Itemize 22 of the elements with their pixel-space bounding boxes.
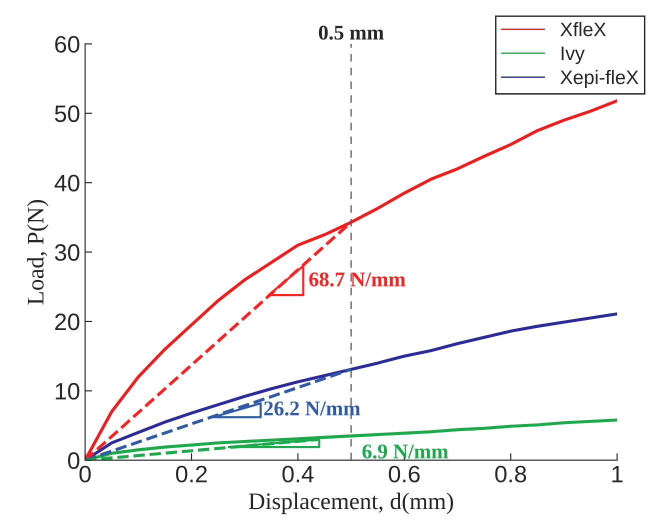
x-tick-label: 0.4 [282, 466, 314, 482]
annotation: 6.9 N/mm [362, 444, 448, 459]
x-axis-title: Displacement, d(mm) [248, 492, 454, 514]
annotation: 26.2 N/mm [264, 401, 360, 416]
x-tick-label: 0.6 [388, 466, 420, 482]
y-tick-label: 20 [55, 314, 80, 330]
y-axis-title: Load, P(N) [27, 200, 48, 304]
x-tick-label: 0.2 [176, 466, 207, 482]
ref-line-label: 0.5 mm [318, 26, 384, 40]
y-tick-label: 60 [55, 36, 80, 53]
y-tick-label: 40 [54, 174, 80, 192]
x-tick-label: 1 [612, 466, 623, 482]
legend-label: Xepi-fleX [560, 70, 638, 88]
legend-label: XfleX [560, 22, 606, 36]
x-tick-label: 0.8 [495, 466, 526, 482]
y-tick-label: 50 [54, 105, 80, 122]
annotation: 68.7 N/mm [309, 272, 406, 287]
y-tick-label: 10 [56, 382, 80, 400]
x-tick-label: 0 [79, 466, 91, 482]
y-tick-label: 30 [54, 244, 80, 261]
legend-label: Ivy [562, 46, 585, 64]
y-tick-label: 0 [68, 452, 80, 470]
